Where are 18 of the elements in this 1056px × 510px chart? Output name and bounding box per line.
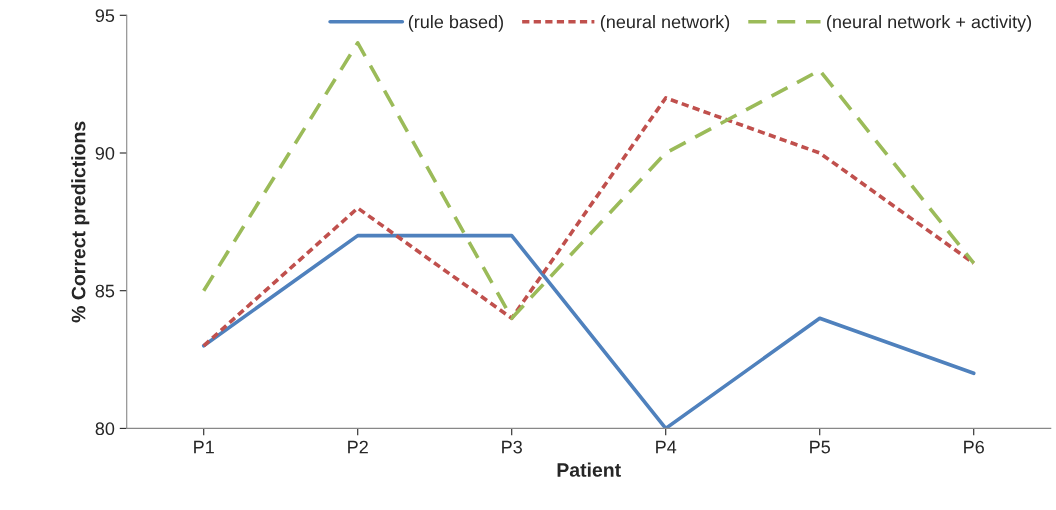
line-series (201, 41, 976, 321)
y-tick-label: 95 (95, 9, 115, 23)
x-tick-label: P6 (964, 440, 984, 454)
x-tick-label: P5 (810, 440, 831, 454)
y-tick-label: 90 (95, 146, 115, 160)
x-tick-label: P2 (348, 440, 368, 454)
x-tick-label: P1 (194, 440, 214, 454)
legend-label: (neural network + activity) (827, 15, 1032, 32)
legend-label: (neural network) (600, 15, 730, 32)
line-series (201, 96, 976, 348)
x-tick-label: P4 (656, 440, 677, 454)
y-axis-title: % Correct predictions (71, 121, 90, 323)
legend-label: (rule based) (408, 15, 503, 32)
y-tick-label: 80 (95, 422, 115, 436)
x-tick-label: P3 (502, 440, 522, 454)
y-tick-label: 85 (95, 284, 115, 298)
line-series (201, 233, 976, 429)
x-axis-title: Patient (557, 462, 621, 477)
